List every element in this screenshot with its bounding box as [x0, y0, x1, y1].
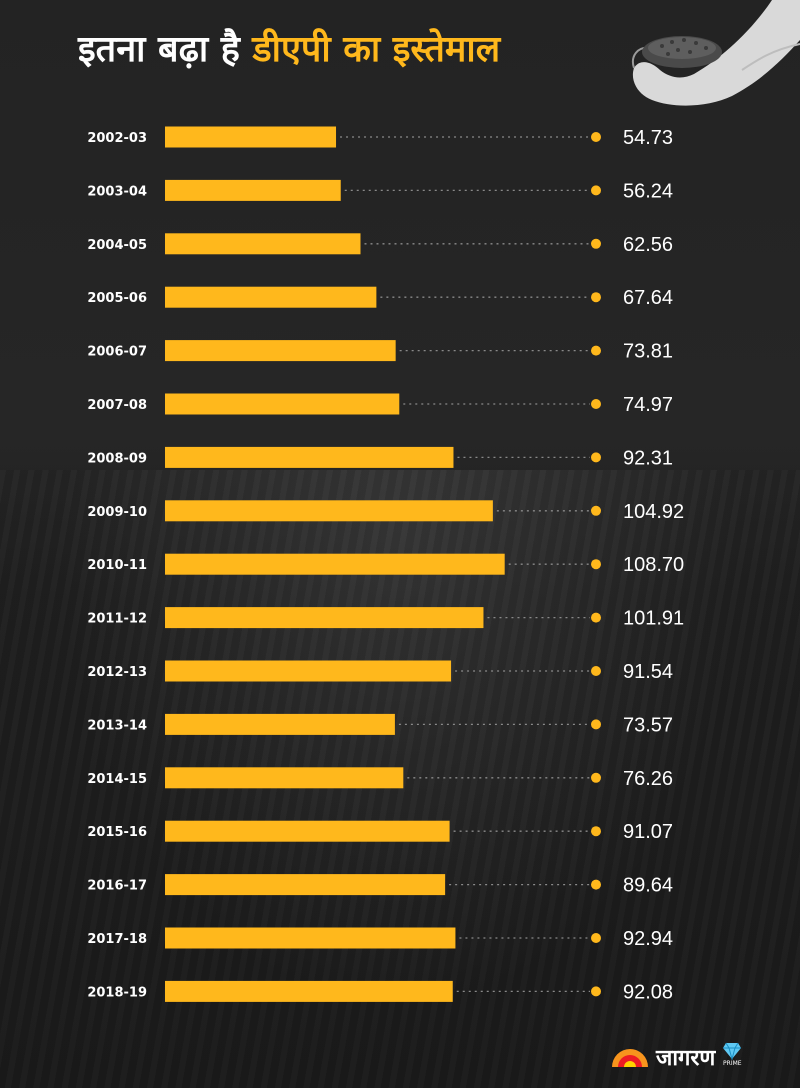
bar [165, 927, 456, 949]
prime-gem-icon: PRIME [721, 1042, 743, 1072]
value-label: 62.56 [623, 234, 673, 256]
year-label: 2009-10 [87, 505, 147, 520]
value-label: 54.73 [623, 127, 673, 149]
bar [165, 713, 395, 735]
year-label: 2003-04 [87, 184, 147, 199]
value-dot [591, 879, 601, 890]
year-label: 2011-12 [87, 612, 147, 627]
value-dot [591, 185, 601, 196]
jagran-prime-logo: जागरण PRIME [610, 1040, 743, 1074]
value-label: 56.24 [623, 180, 673, 202]
logo-text: जागरण [656, 1046, 716, 1071]
year-label: 2007-08 [87, 398, 147, 413]
value-dot [591, 559, 601, 570]
value-dot [591, 719, 601, 730]
bar [165, 820, 450, 842]
year-label: 2002-03 [87, 131, 147, 146]
title-part-accent: डीएपी का इस्तेमाल [252, 29, 501, 70]
value-label: 108.70 [623, 554, 684, 576]
value-dot [591, 345, 601, 356]
value-label: 92.08 [623, 981, 673, 1003]
value-dot [591, 505, 601, 516]
year-label: 2015-16 [87, 825, 147, 840]
bar [165, 446, 454, 468]
value-dot [591, 452, 601, 463]
value-dot [591, 826, 601, 837]
prime-label: PRIME [723, 1060, 742, 1067]
value-dot [591, 933, 601, 943]
year-label: 2017-18 [87, 932, 147, 947]
value-dot [591, 399, 601, 409]
value-label: 101.91 [623, 608, 684, 630]
value-label: 67.64 [623, 287, 673, 309]
year-label: 2006-07 [87, 345, 147, 360]
chart-title: इतना बढ़ा है डीएपी का इस्तेमाल [78, 22, 500, 78]
value-label: 92.31 [623, 447, 673, 469]
bar [165, 233, 361, 255]
value-dot [591, 132, 601, 142]
bar [165, 126, 337, 148]
value-label: 89.64 [623, 875, 673, 897]
value-label: 91.07 [623, 821, 673, 843]
value-label: 73.81 [623, 341, 673, 363]
year-label: 2012-13 [87, 665, 147, 680]
value-dot [591, 772, 601, 783]
value-label: 76.26 [623, 768, 673, 790]
value-label: 91.54 [623, 661, 673, 683]
value-dot [591, 666, 601, 676]
value-dot [591, 612, 601, 623]
title-part-white: इतना बढ़ा है [78, 29, 240, 70]
bar [165, 500, 493, 522]
bar [165, 393, 400, 415]
value-label: 104.92 [623, 501, 684, 523]
year-label: 2016-17 [87, 879, 147, 894]
value-label: 74.97 [623, 394, 673, 416]
bar [165, 286, 377, 308]
bar [165, 980, 453, 1002]
year-label: 2014-15 [87, 772, 147, 787]
bar [165, 179, 341, 201]
diamond-icon [723, 1042, 742, 1060]
value-label: 73.57 [623, 714, 673, 736]
value-dot [591, 292, 601, 303]
bar [165, 767, 404, 789]
bar [165, 660, 452, 682]
value-dot [591, 238, 601, 249]
sun-logo-icon [612, 1049, 648, 1067]
bar [165, 874, 446, 896]
hand-with-fertilizer-image [632, 0, 800, 106]
bar [165, 607, 484, 629]
bar [165, 340, 396, 362]
value-label: 92.94 [623, 928, 673, 950]
year-label: 2010-11 [87, 558, 147, 573]
year-label: 2018-19 [87, 985, 147, 1000]
year-label: 2005-06 [87, 291, 147, 306]
year-label: 2013-14 [87, 718, 147, 733]
year-label: 2004-05 [87, 238, 147, 253]
value-dot [591, 986, 601, 997]
bar [165, 553, 505, 575]
year-label: 2008-09 [87, 451, 147, 466]
